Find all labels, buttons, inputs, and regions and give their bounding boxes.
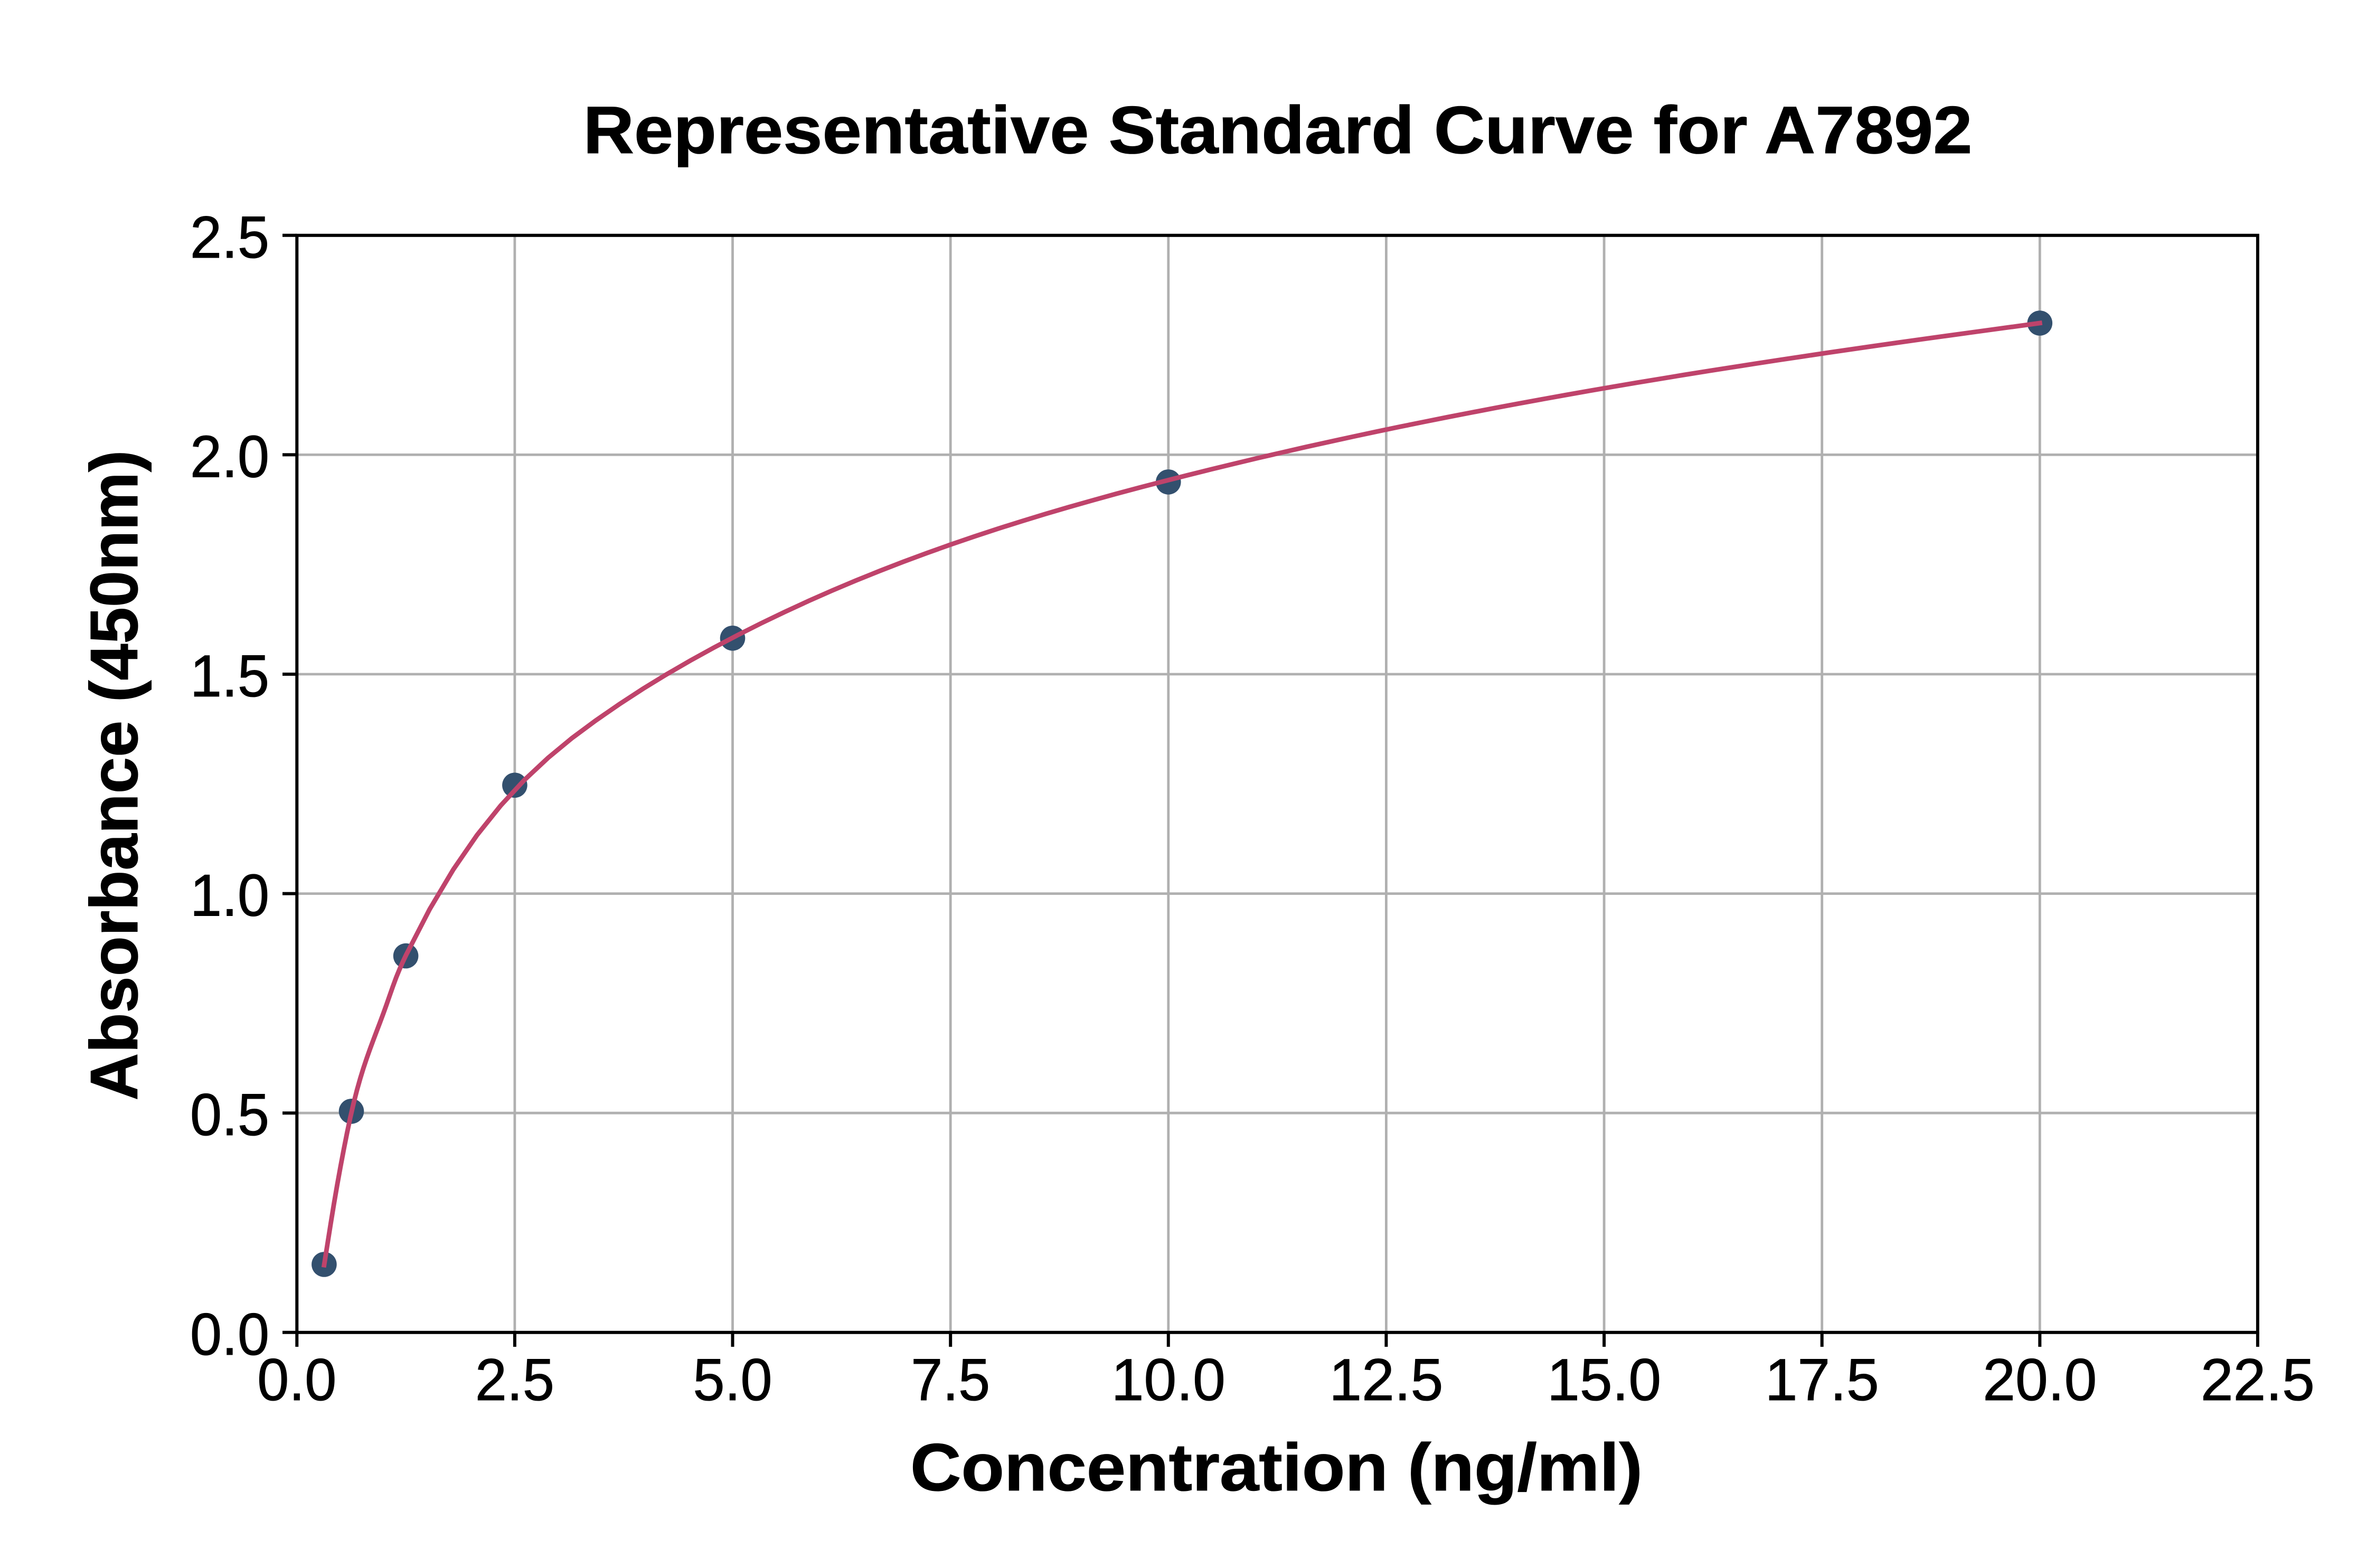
svg-text:0.0: 0.0 <box>190 1301 269 1367</box>
svg-text:1.0: 1.0 <box>190 863 269 929</box>
svg-text:0.0: 0.0 <box>257 1347 336 1413</box>
svg-text:12.5: 12.5 <box>1329 1347 1443 1413</box>
svg-text:2.5: 2.5 <box>475 1347 554 1413</box>
svg-text:17.5: 17.5 <box>1765 1347 1879 1413</box>
svg-text:Concentration (ng/ml): Concentration (ng/ml) <box>910 1430 1643 1505</box>
svg-text:5.0: 5.0 <box>693 1347 772 1413</box>
svg-text:22.5: 22.5 <box>2201 1347 2315 1413</box>
svg-text:1.5: 1.5 <box>190 643 269 709</box>
svg-text:Absorbance (450nm): Absorbance (450nm) <box>77 450 152 1101</box>
svg-text:2.0: 2.0 <box>190 423 269 489</box>
svg-text:15.0: 15.0 <box>1547 1347 1661 1413</box>
svg-text:20.0: 20.0 <box>1983 1347 2097 1413</box>
svg-text:7.5: 7.5 <box>911 1347 990 1413</box>
svg-text:Representative Standard Curve: Representative Standard Curve for A7892 <box>583 92 1973 167</box>
svg-text:10.0: 10.0 <box>1111 1347 1225 1413</box>
svg-text:2.5: 2.5 <box>190 204 269 270</box>
svg-text:0.5: 0.5 <box>190 1082 269 1148</box>
